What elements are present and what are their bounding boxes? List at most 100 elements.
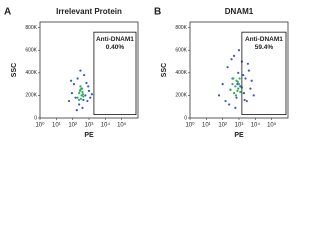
event-dot [82,98,85,102]
event-dot [82,95,85,98]
event-dot [78,98,81,102]
event-dot [75,108,78,112]
event-dot [247,69,250,72]
panel-label: A [4,7,11,18]
x-tick-label: 10⁵ [267,122,277,129]
event-dot [242,73,245,77]
event-dot [252,94,255,97]
x-axis-label: PE [84,132,94,139]
event-dot [246,62,249,65]
y-tick-label: 400K [25,70,37,76]
event-dot [81,93,84,96]
y-axis-label: SSC [161,63,168,77]
x-tick-label: 10¹ [52,123,61,129]
event-dot [229,88,232,91]
y-tick-label: 800K [175,25,187,31]
event-dot [231,83,234,86]
y-tick-label: 0 [34,115,37,121]
event-dot [239,85,242,88]
x-tick-label: 10³ [235,123,244,129]
gate [93,31,137,116]
event-dot [78,89,82,92]
figure: A Irrelevant Protein 10⁰ 10¹ 10² 10³ 10⁴ 10⁵ 0 20… [4,7,289,139]
event-dot [243,98,246,102]
event-dot [76,77,79,80]
event-dot [237,49,241,52]
gate-percent: 59.4% [255,44,274,51]
event-dot [76,96,79,99]
x-axis-label: PE [234,132,244,139]
event-dot [67,99,71,103]
event-dot [221,83,224,86]
event-dot [244,77,247,80]
event-dot [81,90,84,94]
event-dot [85,81,88,85]
x-tick-label: 10⁰ [35,122,45,129]
gate-name: Anti-DNAM1 [96,36,134,43]
gate [241,31,287,116]
event-dot [234,85,237,88]
gate-percent: 0.40% [106,44,125,51]
y-tick-label: 400K [175,70,187,76]
event-dot [236,83,239,86]
event-dot [230,58,233,61]
event-dot [237,83,241,86]
x-tick-label: 10⁰ [185,122,195,129]
panel-label: B [154,7,161,18]
event-dot [249,87,252,90]
event-dot [232,77,235,80]
event-dot [82,73,86,77]
event-dot [234,106,237,109]
event-dot [81,87,84,90]
y-tick-label: 800K [25,25,37,31]
event-dot [236,89,239,92]
event-dot [250,79,253,82]
event-dot [79,85,82,88]
event-dot [238,77,241,80]
chart-title: Irrelevant Protein [56,7,122,16]
y-tick-label: 200K [25,93,37,99]
event-dot [87,89,91,92]
chart-title: DNAM1 [225,7,254,16]
event-dot [70,92,74,95]
event-dot [232,92,236,95]
x-tick-label: 10² [218,123,227,129]
y-tick-label: 600K [25,48,37,54]
gate-name: Anti-DNAM1 [245,36,283,43]
x-tick-label: 10³ [85,123,94,129]
event-dot [245,99,248,103]
event-dot [79,97,83,100]
event-dot [237,87,240,90]
event-dot [81,106,84,109]
event-dot [74,96,77,99]
x-tick-label: 10⁴ [101,122,111,129]
event-dot [79,69,82,72]
y-tick-label: 600K [175,48,187,54]
event-dot [69,79,73,82]
event-dot [78,92,81,95]
event-dot [224,99,227,103]
event-dot [87,85,90,88]
event-dot [232,54,236,57]
event-dot [236,80,239,83]
event-dot [235,96,238,99]
event-dot [234,94,238,97]
x-tick-label: 10⁴ [251,122,261,129]
y-tick-label: 200K [175,93,187,99]
event-dot [84,94,87,97]
event-dot [226,66,229,69]
x-tick-label: 10⁵ [117,122,127,129]
event-dot [78,103,81,106]
event-dot [217,94,221,97]
y-axis-label: SSC [11,63,18,77]
event-dot [237,71,240,74]
event-dot [72,83,76,86]
event-dot [89,96,92,99]
event-dot [242,92,246,95]
x-tick-label: 10¹ [202,123,211,129]
x-tick-label: 10² [68,123,77,129]
event-dot [239,90,242,94]
event-dot [90,93,93,96]
event-dot [228,103,231,106]
y-tick-label: 0 [184,115,187,121]
